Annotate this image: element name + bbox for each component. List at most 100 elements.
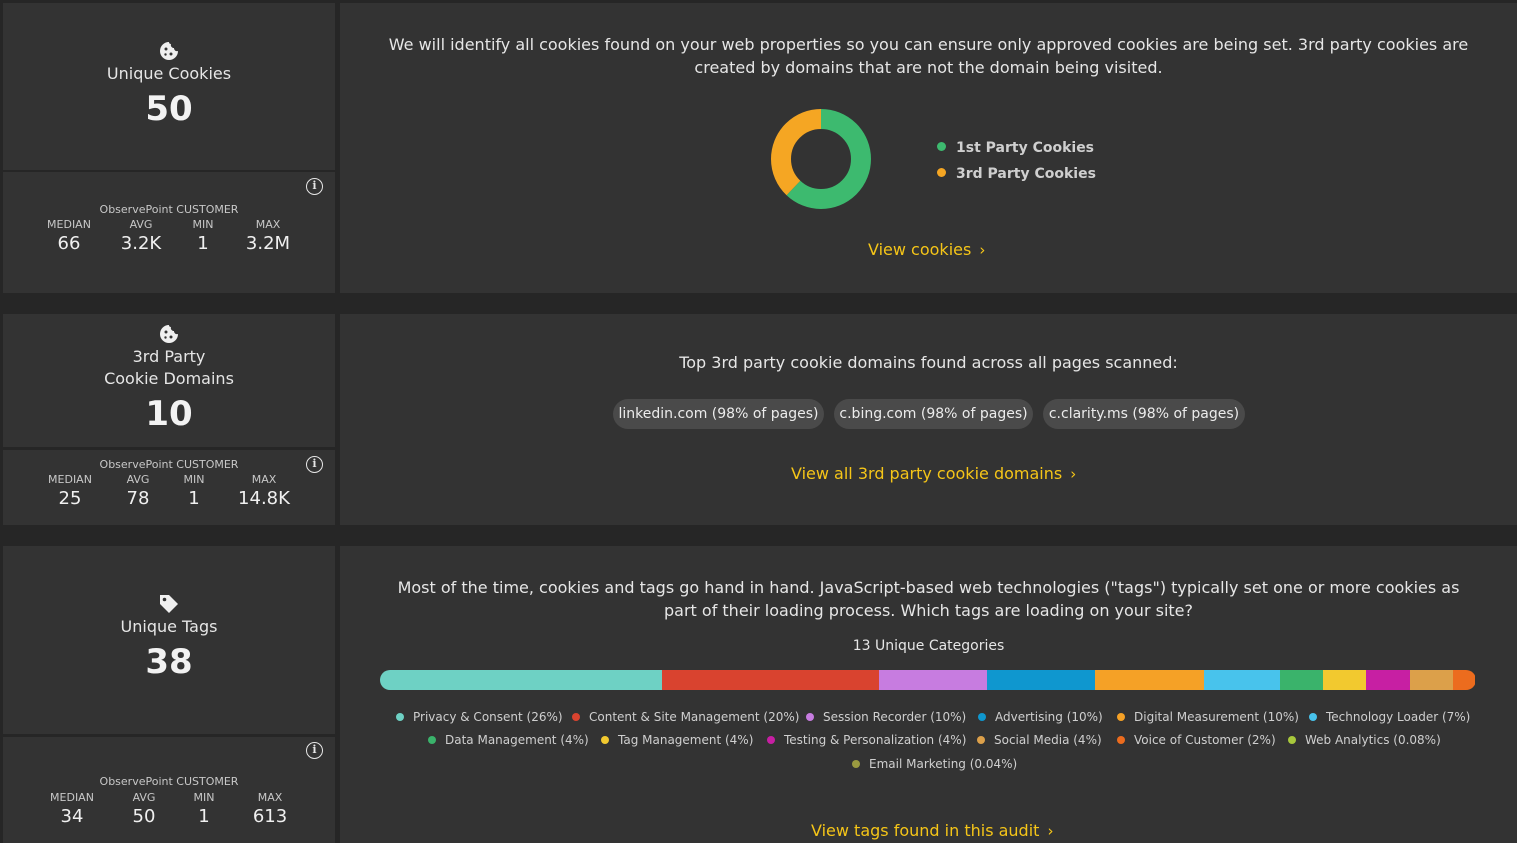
category-legend-item: Email Marketing (0.04%) [852, 757, 1017, 771]
category-segment[interactable] [1409, 670, 1453, 690]
legend-dot [1309, 713, 1317, 721]
tags-detail-panel [340, 546, 1517, 843]
legend-dot [937, 168, 946, 177]
category-legend-label: Social Media (4%) [994, 733, 1102, 747]
domains-description: Top 3rd party cookie domains found acros… [679, 353, 1178, 372]
domain-chip-clarity[interactable]: c.clarity.ms (98% of pages) [1043, 399, 1245, 429]
stat-median: MEDIAN 25 [48, 473, 92, 509]
stat-min: MIN 1 [192, 218, 214, 254]
category-legend-label: Content & Site Management (20%) [589, 710, 800, 724]
category-legend-item: Session Recorder (10%) [806, 710, 966, 724]
stat-min: MIN 1 [183, 473, 205, 509]
category-legend-item: Social Media (4%) [977, 733, 1102, 747]
card-value: 10 [145, 394, 193, 434]
category-segment[interactable] [1322, 670, 1367, 690]
category-legend-label: Web Analytics (0.08%) [1305, 733, 1441, 747]
legend-dot [806, 713, 814, 721]
legend-dot [1117, 713, 1125, 721]
card-title: 3rd Party Cookie Domains [104, 347, 234, 388]
stat-max: MAX 14.8K [238, 473, 290, 509]
info-icon[interactable]: i [306, 456, 323, 473]
domain-chip-bing[interactable]: c.bing.com (98% of pages) [834, 399, 1033, 429]
category-segment[interactable] [1366, 670, 1410, 690]
stat-avg: AVG 3.2K [120, 218, 162, 254]
category-legend-item: Web Analytics (0.08%) [1288, 733, 1441, 747]
category-segment[interactable] [878, 670, 987, 690]
category-legend-label: Voice of Customer (2%) [1134, 733, 1276, 747]
tag-icon [160, 595, 178, 613]
stat-avg: AVG 50 [132, 791, 156, 827]
unique-cookies-card [3, 3, 335, 170]
category-segment[interactable] [1095, 670, 1204, 690]
category-legend-label: Tag Management (4%) [618, 733, 754, 747]
view-cookies-link[interactable]: View cookies › [868, 240, 986, 259]
chevron-right-icon: › [979, 241, 986, 259]
category-legend-label: Advertising (10%) [995, 710, 1103, 724]
category-segment[interactable] [986, 670, 1096, 690]
category-legend-label: Session Recorder (10%) [823, 710, 967, 724]
cookie-domains-benchmark [3, 450, 335, 525]
stat-median: MEDIAN 66 [47, 218, 91, 254]
categories-heading: 13 Unique Categories [852, 638, 1005, 654]
legend-dot [978, 713, 986, 721]
chevron-right-icon: › [1070, 465, 1077, 483]
cookie-icon [160, 325, 178, 343]
category-legend-label: Digital Measurement (10%) [1134, 710, 1299, 724]
chevron-right-icon: › [1047, 822, 1054, 840]
card-value: 50 [145, 89, 193, 129]
category-legend-item: Tag Management (4%) [601, 733, 753, 747]
legend-dot [428, 736, 436, 744]
legend-dot [767, 736, 775, 744]
category-legend-item: Privacy & Consent (26%) [396, 710, 563, 724]
stat-min: MIN 1 [193, 791, 215, 827]
legend-1st-party: 1st Party Cookies [937, 140, 1094, 156]
category-legend-item: Technology Loader (7%) [1309, 710, 1470, 724]
cookies-detail-panel [340, 3, 1517, 293]
legend-dot [852, 760, 860, 768]
legend-3rd-party: 3rd Party Cookies [937, 166, 1096, 182]
category-segment[interactable] [1203, 670, 1280, 690]
card-title: Unique Tags [120, 617, 218, 636]
category-legend-label: Privacy & Consent (26%) [413, 710, 563, 724]
legend-dot [1117, 736, 1125, 744]
domain-chip-linkedin[interactable]: linkedin.com (98% of pages) [613, 399, 824, 429]
category-segment[interactable] [661, 670, 879, 690]
info-icon[interactable]: i [306, 742, 323, 759]
category-segment[interactable] [380, 670, 662, 690]
category-legend-item: Data Management (4%) [428, 733, 589, 747]
benchmark-label: ObservePoint CUSTOMER [99, 203, 239, 216]
stat-max: MAX 613 [252, 791, 288, 827]
category-legend-item: Digital Measurement (10%) [1117, 710, 1299, 724]
legend-dot [977, 736, 985, 744]
unique-tags-benchmark [3, 737, 335, 843]
unique-tags-card [3, 546, 335, 734]
stat-max: MAX 3.2M [245, 218, 291, 254]
cookie-party-donut-chart [771, 109, 871, 209]
info-icon[interactable]: i [306, 178, 323, 195]
benchmark-label: ObservePoint CUSTOMER [99, 458, 239, 471]
legend-dot [937, 142, 946, 151]
view-all-domains-link[interactable]: View all 3rd party cookie domains › [791, 464, 1077, 483]
card-value: 38 [145, 642, 193, 682]
category-legend-item: Advertising (10%) [978, 710, 1103, 724]
stat-median: MEDIAN 34 [50, 791, 94, 827]
view-tags-link[interactable]: View tags found in this audit › [811, 821, 1054, 840]
legend-dot [1288, 736, 1296, 744]
legend-dot [396, 713, 404, 721]
benchmark-label: ObservePoint CUSTOMER [99, 775, 239, 788]
tags-description: Most of the time, cookies and tags go ha… [397, 578, 1460, 620]
category-legend-label: Technology Loader (7%) [1326, 710, 1471, 724]
category-legend-label: Email Marketing (0.04%) [869, 757, 1018, 771]
category-legend-label: Testing & Personalization (4%) [784, 733, 967, 747]
donut-slice-3rd-party[interactable] [771, 109, 871, 209]
category-segment[interactable] [1452, 670, 1475, 690]
stat-avg: AVG 78 [126, 473, 150, 509]
category-segment[interactable] [1279, 670, 1323, 690]
cookie-icon [160, 42, 178, 60]
category-legend-item: Testing & Personalization (4%) [767, 733, 966, 747]
legend-dot [601, 736, 609, 744]
card-title: Unique Cookies [106, 64, 232, 83]
legend-dot [572, 713, 580, 721]
category-legend-item: Voice of Customer (2%) [1117, 733, 1276, 747]
tag-categories-bar [380, 670, 1476, 690]
